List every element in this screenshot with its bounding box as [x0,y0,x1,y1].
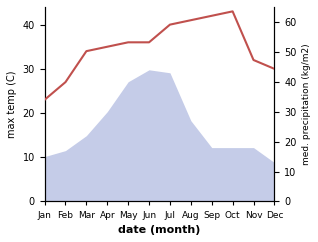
X-axis label: date (month): date (month) [118,225,201,235]
Y-axis label: max temp (C): max temp (C) [7,70,17,138]
Y-axis label: med. precipitation (kg/m2): med. precipitation (kg/m2) [302,43,311,165]
